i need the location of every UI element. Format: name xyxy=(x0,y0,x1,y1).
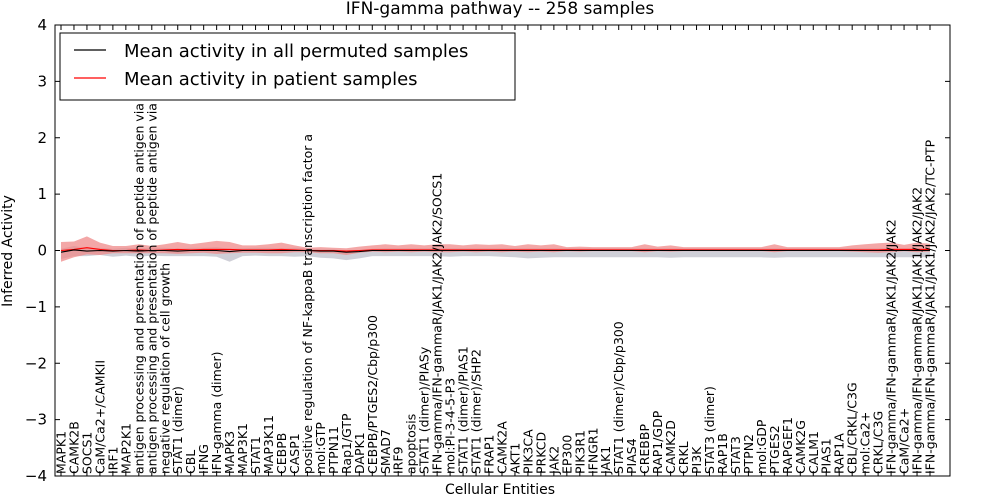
x-tick-label: CBL xyxy=(183,450,198,474)
y-tick-label: −1 xyxy=(25,298,47,316)
x-tick-label: IFN-gamma/IFN-gammaR/JAK1/JAK1/JAK2/JAK2 xyxy=(910,187,925,474)
x-axis-ticks: MAPK1CAMK2BSOCS1CaM/Ca2+/CAMKIIIRF1MAP2K… xyxy=(54,25,938,476)
x-tick-label: IRF1 xyxy=(105,446,120,474)
x-tick-label: PIAS1 xyxy=(819,438,834,474)
legend: Mean activity in all permuted samples Me… xyxy=(59,32,516,101)
x-tick-label: PIAS4 xyxy=(624,438,639,474)
x-tick-label: mol:Ca2+ xyxy=(858,412,873,474)
x-tick-label: PTPN11 xyxy=(326,426,341,474)
x-tick-label: apoptosis xyxy=(404,414,419,474)
x-tick-label: STAT1 (dimer) xyxy=(170,386,185,474)
chart-title: IFN-gamma pathway -- 258 samples xyxy=(346,0,655,19)
y-axis-ticks: −4 −3 −2 −1 0 1 2 3 4 xyxy=(25,16,950,485)
x-tick-label: STAT1 xyxy=(248,436,263,474)
x-tick-label: STAT1 (dimer)/PIASy xyxy=(417,346,432,474)
x-tick-label: antigen processing and presentation of p… xyxy=(144,48,159,474)
y-tick-label: 1 xyxy=(37,185,47,203)
x-tick-label: JAK2 xyxy=(546,446,561,475)
x-tick-label: MAP2K1 xyxy=(118,423,133,474)
x-tick-label: antigen processing and presentation of p… xyxy=(131,48,146,474)
x-tick-label: PTPN2 xyxy=(741,434,756,474)
x-tick-label: IFN-gamma/IFN-gammaR/JAK1/JAK2/JAK2 xyxy=(884,219,899,474)
x-tick-label: RAP1A xyxy=(832,433,847,474)
x-tick-label: SOCS1 xyxy=(79,432,94,474)
band-patient xyxy=(61,236,930,262)
x-tick-label: PI3K xyxy=(689,446,704,474)
x-tick-label: CAMK2D xyxy=(663,420,678,474)
x-tick-label: STAT1 (dimer)/SHP2 xyxy=(469,349,484,474)
x-tick-label: CEBPB/PTGES2/Cbp/p300 xyxy=(365,315,380,474)
x-tick-label: RAP1B xyxy=(715,433,730,474)
x-tick-label: STAT3 xyxy=(728,436,743,474)
x-tick-label: mol:GDP xyxy=(754,419,769,474)
x-tick-label: IFN-gamma/IFN-gammaR/JAK1/JAK1/JAK2/JAK2… xyxy=(923,139,938,474)
x-tick-label: IFN-gamma (dimer) xyxy=(209,352,224,475)
legend-box xyxy=(59,32,516,101)
x-tick-label: CASP1 xyxy=(287,433,302,474)
x-tick-label: IRF9 xyxy=(391,446,406,474)
x-tick-label: SMAD7 xyxy=(378,429,393,474)
x-tick-label: JAK1 xyxy=(598,446,613,475)
x-tick-label: IFNGR1 xyxy=(585,427,600,474)
x-tick-label: RAPGEF1 xyxy=(780,417,795,474)
legend-label-patient: Mean activity in patient samples xyxy=(124,69,418,90)
x-tick-label: MAPK1 xyxy=(54,431,69,474)
y-tick-label: 0 xyxy=(37,242,47,260)
x-tick-label: negative regulation of cell growth xyxy=(157,263,172,474)
x-tick-label: RAP1/GDP xyxy=(650,410,665,474)
x-tick-label: PRKCD xyxy=(533,432,548,474)
x-tick-label: CBL/CRKL/C3G xyxy=(845,382,860,474)
x-tick-label: CRKL/C3G xyxy=(871,411,886,474)
y-tick-label: 4 xyxy=(37,16,47,34)
x-tick-label: FRAP1 xyxy=(482,435,497,474)
x-tick-label: CaM/Ca2+/CAMKII xyxy=(92,360,107,474)
series-line-patient xyxy=(60,247,930,252)
x-axis-label: Cellular Entities xyxy=(445,482,555,498)
x-tick-label: CREBBP xyxy=(637,424,652,474)
y-tick-label: −4 xyxy=(25,467,47,485)
x-tick-label: CAMK2G xyxy=(793,420,808,474)
x-tick-label: EP300 xyxy=(559,435,574,474)
x-tick-label: mol:PI-3-4-5-P3 xyxy=(443,378,458,474)
x-tick-label: IFNG xyxy=(196,444,211,474)
x-tick-label: CaM/Ca2+ xyxy=(897,408,912,474)
x-tick-label: CRKL xyxy=(676,441,691,474)
x-tick-label: STAT3 (dimer) xyxy=(702,386,717,474)
y-tick-label: 2 xyxy=(37,129,47,147)
x-tick-label: mol:GTP xyxy=(313,422,328,474)
legend-label-permuted: Mean activity in all permuted samples xyxy=(124,41,468,62)
x-tick-label: CALM1 xyxy=(806,431,821,474)
x-tick-label: CEBPB xyxy=(274,433,289,474)
series-line-permuted xyxy=(60,249,930,253)
y-tick-label: −3 xyxy=(25,411,47,429)
x-tick-label: DAPK1 xyxy=(352,432,367,474)
x-tick-label: MAPK3 xyxy=(222,431,237,474)
x-tick-label: PIK3R1 xyxy=(572,430,587,474)
x-tick-label: Rap1/GTP xyxy=(339,413,354,474)
y-axis-label: Inferred Activity xyxy=(0,195,16,307)
x-tick-label: IFN-gamma/IFN-gammaR/JAK1/JAK2/JAK2/SOCS… xyxy=(430,173,445,474)
x-tick-label: PIK3CA xyxy=(520,429,535,474)
x-tick-label: AKT1 xyxy=(508,443,523,474)
x-tick-label: MAP3K1 xyxy=(235,423,250,474)
x-tick-label: PTGES2 xyxy=(767,425,782,474)
x-tick-label: positive regulation of NF-kappaB transcr… xyxy=(300,134,315,474)
x-tick-label: STAT1 (dimer)/PIAS1 xyxy=(456,346,471,474)
y-tick-label: −2 xyxy=(25,354,47,372)
x-tick-label: CAMK2A xyxy=(495,421,510,474)
y-tick-label: 3 xyxy=(37,72,47,90)
x-tick-label: STAT1 (dimer)/Cbp/p300 xyxy=(611,321,626,474)
series-lines xyxy=(60,247,930,253)
x-tick-label: MAP3K11 xyxy=(261,415,276,474)
x-tick-label: CAMK2B xyxy=(67,421,82,474)
